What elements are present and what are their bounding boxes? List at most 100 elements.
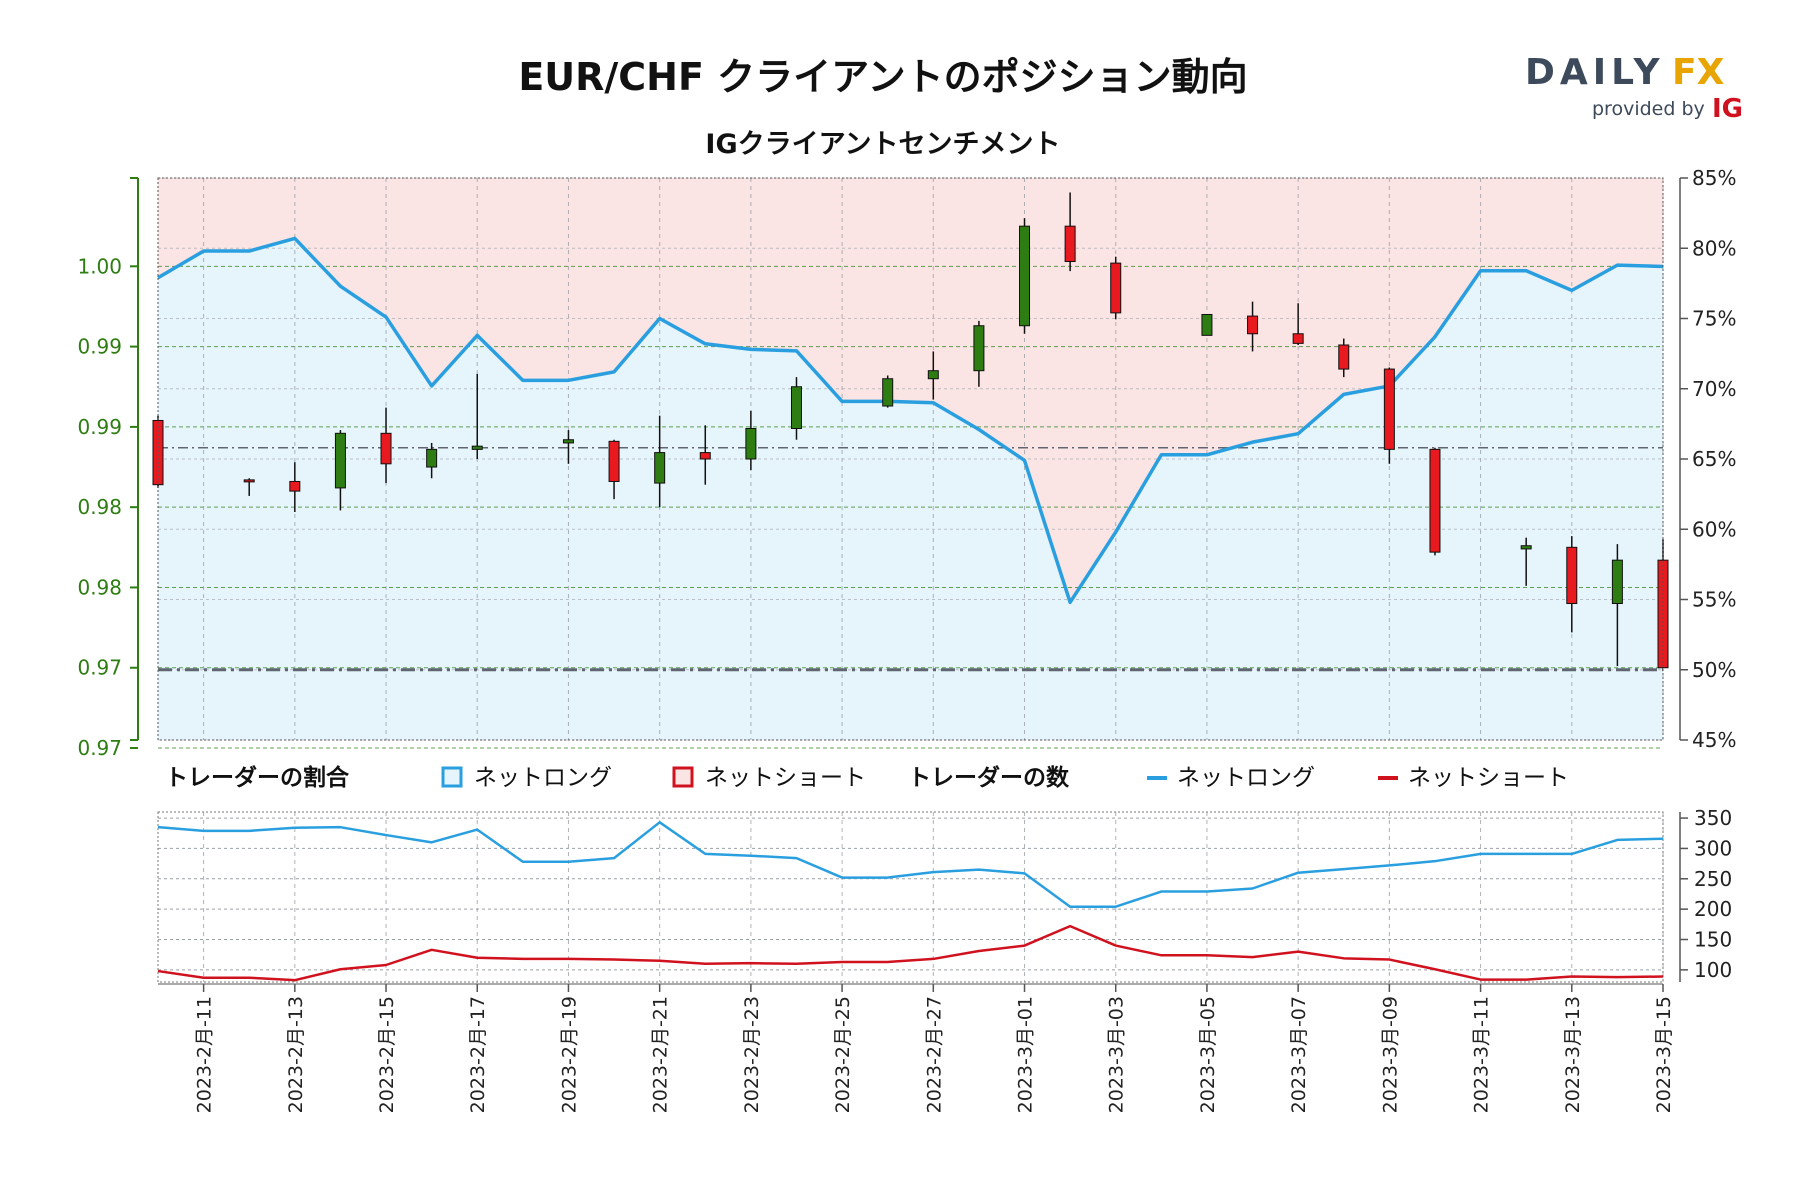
legend-ratio-long-label: ネットロング (474, 765, 612, 791)
x-tick-label: 2023-2月-19 (558, 996, 580, 1113)
ratio-tick-label: 70% (1692, 377, 1736, 401)
x-tick-label: 2023-3月-01 (1015, 996, 1037, 1113)
legend-ratio-long-swatch (441, 766, 463, 788)
logo-daily: DAILY (1525, 52, 1665, 93)
price-tick-label: 0.99 (77, 335, 122, 359)
candle-body (1019, 225, 1031, 327)
count-tick-label: 250 (1694, 867, 1732, 891)
candle (380, 407, 392, 484)
candle-body (426, 448, 438, 468)
candle (562, 430, 574, 464)
candle-body (654, 452, 666, 484)
x-axis: 2023-2月-11 2023-2月-13 2023-2月-15 2023-2月-17… (158, 983, 1675, 1113)
ratio-tick-label: 50% (1692, 658, 1736, 682)
dailyfx-logo: DAILY FX provided by IG (1525, 52, 1743, 124)
x-tick-label: 2023-2月-27 (923, 996, 945, 1113)
ratio-tick-label: 65% (1692, 447, 1736, 471)
candle-body (1247, 315, 1259, 335)
candle (1566, 536, 1578, 633)
candle-body (1338, 344, 1350, 370)
count-tick-label: 100 (1694, 958, 1732, 982)
candle (1429, 447, 1441, 556)
candle (334, 430, 346, 511)
ratio-tick-label: 55% (1692, 588, 1736, 612)
candle-body (152, 419, 164, 486)
x-tick-label: 2023-3月-05 (1197, 996, 1219, 1113)
plot-border (157, 177, 1664, 741)
candle (1110, 256, 1122, 320)
x-tick-label: 2023-3月-09 (1379, 996, 1401, 1113)
candle-body (289, 480, 301, 492)
price-tick-label: 1.00 (77, 254, 122, 278)
candle-body (1429, 448, 1441, 553)
candle-body (1292, 333, 1304, 344)
candle (882, 375, 894, 408)
net-long-ratio-line (157, 236, 1664, 605)
x-tick-label: 2023-2月-25 (832, 996, 854, 1113)
candle (1019, 218, 1031, 334)
ratio-tick-label: 45% (1692, 728, 1736, 752)
trader-count-panel: 100 150 200 250 300 350 (157, 806, 1732, 983)
price-tick-label: 0.99 (77, 415, 122, 439)
ratio-tick-label: 60% (1692, 517, 1736, 541)
price-tick-label: 0.97 (77, 736, 122, 760)
x-tick-label: 2023-3月-11 (1471, 996, 1493, 1113)
candle (1292, 303, 1304, 345)
x-tick-label: 2023-3月-07 (1288, 996, 1310, 1113)
count-tick-label: 200 (1694, 897, 1732, 921)
ratio-tick-label: 80% (1692, 236, 1736, 260)
candle (1201, 313, 1213, 336)
chart-title: EUR/CHF クライアントのポジション動向 (518, 55, 1247, 99)
candle (699, 425, 711, 485)
legend-count-title: トレーダーの数 (908, 764, 1070, 791)
x-tick-label: 2023-3月-03 (1106, 996, 1128, 1113)
candle (426, 442, 438, 479)
candle-body (927, 370, 939, 380)
count-net-long-line (157, 821, 1664, 908)
candle-body (1201, 313, 1213, 336)
candle-body (790, 386, 802, 429)
candle (243, 478, 255, 496)
count-tick-label: 150 (1694, 928, 1732, 952)
candle (1338, 338, 1350, 378)
legend-ratio-short-swatch (672, 766, 694, 788)
candle-body (1064, 225, 1076, 262)
x-tick-label: 2023-2月-13 (285, 996, 307, 1113)
candle (973, 320, 985, 387)
price-tick-label: 0.97 (77, 656, 122, 680)
candle (1247, 301, 1259, 352)
candle-body (1110, 262, 1122, 314)
candle-body (745, 427, 757, 460)
candle (927, 351, 939, 400)
candle (1064, 192, 1076, 272)
legend-count-short-label: ネットショート (1408, 765, 1569, 791)
candle-body (334, 432, 346, 489)
logo-ig: IG (1712, 94, 1743, 124)
candle-body (1611, 559, 1623, 605)
candle-body (380, 432, 392, 465)
legend: トレーダーの割合 ネットロング ネットショート トレーダーの数 ネットロング ネ… (165, 764, 1569, 791)
candle-body (1383, 368, 1395, 450)
price-tick-label: 0.98 (77, 495, 122, 519)
ratio-tick-label: 85% (1692, 166, 1736, 190)
candle-body (699, 452, 711, 460)
candle (608, 439, 620, 500)
candle-body (562, 439, 574, 444)
x-tick-label: 2023-3月-13 (1562, 996, 1584, 1113)
count-tick-label: 300 (1694, 836, 1732, 860)
candle-body (1566, 546, 1578, 605)
candle (790, 377, 802, 440)
price-sentiment-panel: 0.97 0.97 0.98 0.98 0.99 0.99 1.00 45% 50% 55% 60%… (77, 166, 1736, 760)
logo-fx: FX (1672, 52, 1725, 93)
x-tick-label: 2023-2月-21 (650, 996, 672, 1113)
candle-body (1520, 545, 1532, 550)
candle-body (471, 445, 483, 450)
candle-body (608, 440, 620, 482)
net-long-area (158, 238, 1663, 741)
candle (654, 415, 666, 508)
candle (471, 373, 483, 459)
legend-ratio-short-label: ネットショート (705, 765, 866, 791)
candle-body (973, 325, 985, 372)
x-tick-label: 2023-2月-15 (376, 996, 398, 1113)
